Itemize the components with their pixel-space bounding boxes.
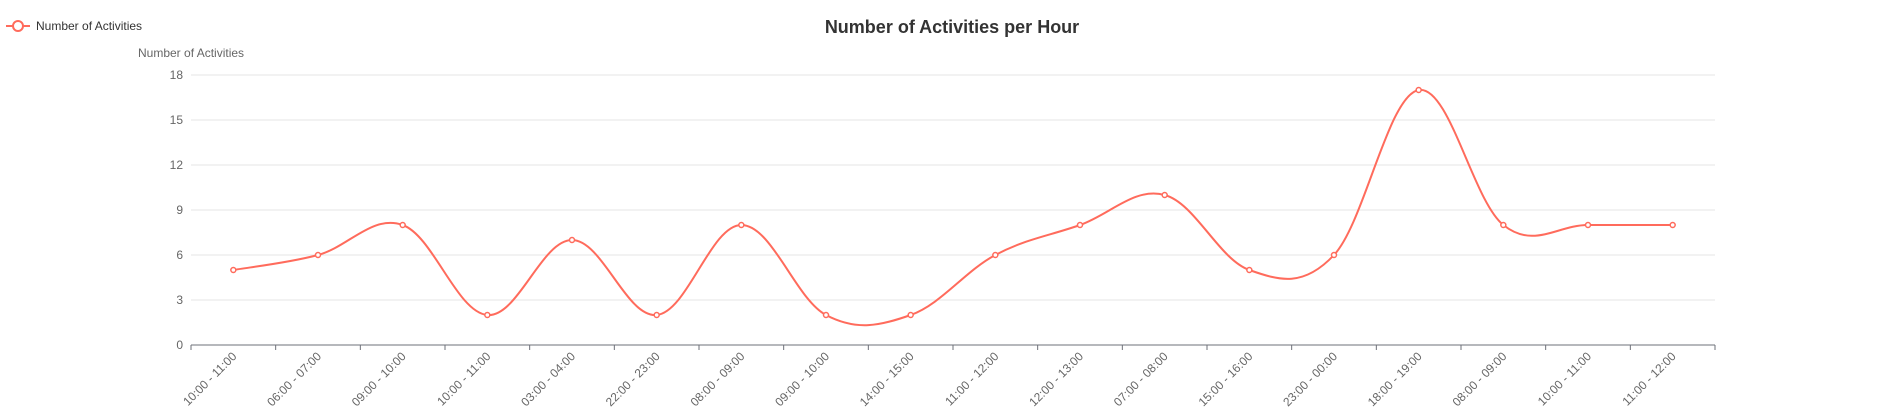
x-tick-label: 14:00 - 15:00 xyxy=(857,349,917,409)
y-tick-label: 18 xyxy=(170,68,184,82)
y-tick-label: 3 xyxy=(176,293,183,307)
y-axis-ticks: 0 3 6 9 12 15 18 xyxy=(170,68,184,352)
x-tick-label: 08:00 - 09:00 xyxy=(1450,349,1510,409)
data-point[interactable] xyxy=(1415,86,1422,94)
x-tick-label: 11:00 - 12:00 xyxy=(1620,349,1680,409)
y-tick-label: 9 xyxy=(176,203,183,217)
legend-circle-marker xyxy=(12,20,24,32)
x-axis: 10:00 - 11:00 06:00 - 07:00 09:00 - 10:00 1… xyxy=(180,344,1716,409)
data-point[interactable] xyxy=(738,221,745,229)
x-tick-label: 10:00 - 11:00 xyxy=(434,349,494,409)
data-point[interactable] xyxy=(399,221,406,229)
data-point[interactable] xyxy=(1500,221,1507,229)
x-tick-label: 23:00 - 00:00 xyxy=(1280,349,1340,409)
data-point[interactable] xyxy=(314,251,322,259)
data-point[interactable] xyxy=(1161,191,1168,199)
data-point[interactable] xyxy=(992,251,999,259)
y-tick-label: 15 xyxy=(170,113,184,127)
data-point[interactable] xyxy=(1246,266,1253,274)
data-point[interactable] xyxy=(1669,221,1676,229)
x-tick-label: 03:00 - 04:00 xyxy=(518,349,578,409)
series-group xyxy=(230,86,1676,327)
grid-lines xyxy=(191,74,1715,301)
data-point[interactable] xyxy=(822,311,830,319)
data-point[interactable] xyxy=(484,311,491,319)
y-tick-label: 0 xyxy=(176,338,183,352)
data-point[interactable] xyxy=(230,266,237,274)
data-point[interactable] xyxy=(568,236,576,244)
x-tick-label: 15:00 - 16:00 xyxy=(1196,349,1256,409)
x-tick-label: 10:00 - 11:00 xyxy=(180,349,240,409)
y-tick-label: 6 xyxy=(176,248,183,262)
x-tick-label: 09:00 - 10:00 xyxy=(349,349,409,409)
y-axis-label: Number of Activities xyxy=(138,46,244,60)
x-tick-label: 18:00 - 19:00 xyxy=(1365,349,1425,409)
y-tick-label: 12 xyxy=(170,158,184,172)
series-line xyxy=(233,88,1673,327)
x-tick-label: 09:00 - 10:00 xyxy=(772,349,832,409)
data-point[interactable] xyxy=(1076,221,1084,229)
data-point[interactable] xyxy=(653,311,660,319)
x-tick-label: 22:00 - 23:00 xyxy=(603,349,663,409)
x-tick-label: 08:00 - 09:00 xyxy=(688,349,748,409)
x-tick-label: 10:00 - 11:00 xyxy=(1535,349,1595,409)
legend-label: Number of Activities xyxy=(36,19,142,33)
x-tick-label: 11:00 - 12:00 xyxy=(942,349,1002,409)
x-tick-label: 06:00 - 07:00 xyxy=(264,349,324,409)
data-point[interactable] xyxy=(1330,251,1338,259)
chart-title: Number of Activities per Hour xyxy=(825,17,1079,37)
data-point[interactable] xyxy=(907,311,914,319)
data-point[interactable] xyxy=(1584,221,1592,229)
x-tick-label: 07:00 - 08:00 xyxy=(1111,349,1171,409)
x-tick-label: 12:00 - 13:00 xyxy=(1026,349,1086,409)
legend[interactable]: Number of Activities xyxy=(6,19,142,33)
